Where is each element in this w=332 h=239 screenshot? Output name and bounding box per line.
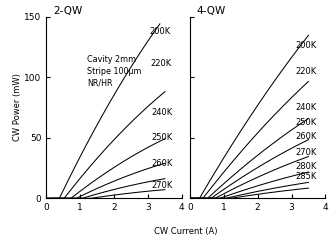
- Text: 200K: 200K: [295, 41, 316, 50]
- Text: 270K: 270K: [295, 148, 316, 157]
- Text: 280K: 280K: [295, 162, 316, 171]
- Y-axis label: CW Power (mW): CW Power (mW): [13, 74, 22, 141]
- Text: 270K: 270K: [151, 180, 173, 190]
- Text: 220K: 220K: [151, 60, 172, 68]
- Text: 2-QW: 2-QW: [53, 6, 82, 16]
- Text: 240K: 240K: [151, 108, 173, 117]
- Text: 250K: 250K: [295, 118, 316, 127]
- Text: 260K: 260K: [151, 159, 173, 168]
- Text: 220K: 220K: [295, 67, 316, 76]
- Text: 260K: 260K: [295, 132, 316, 141]
- Text: 240K: 240K: [295, 103, 316, 112]
- Text: 250K: 250K: [151, 133, 173, 142]
- Text: 200K: 200K: [150, 27, 171, 36]
- Text: Cavity 2mm
Stripe 100μm
NR/HR: Cavity 2mm Stripe 100μm NR/HR: [87, 55, 141, 87]
- Text: 4-QW: 4-QW: [197, 6, 226, 16]
- Text: CW Current (A): CW Current (A): [154, 227, 218, 236]
- Text: 285K: 285K: [295, 172, 316, 181]
